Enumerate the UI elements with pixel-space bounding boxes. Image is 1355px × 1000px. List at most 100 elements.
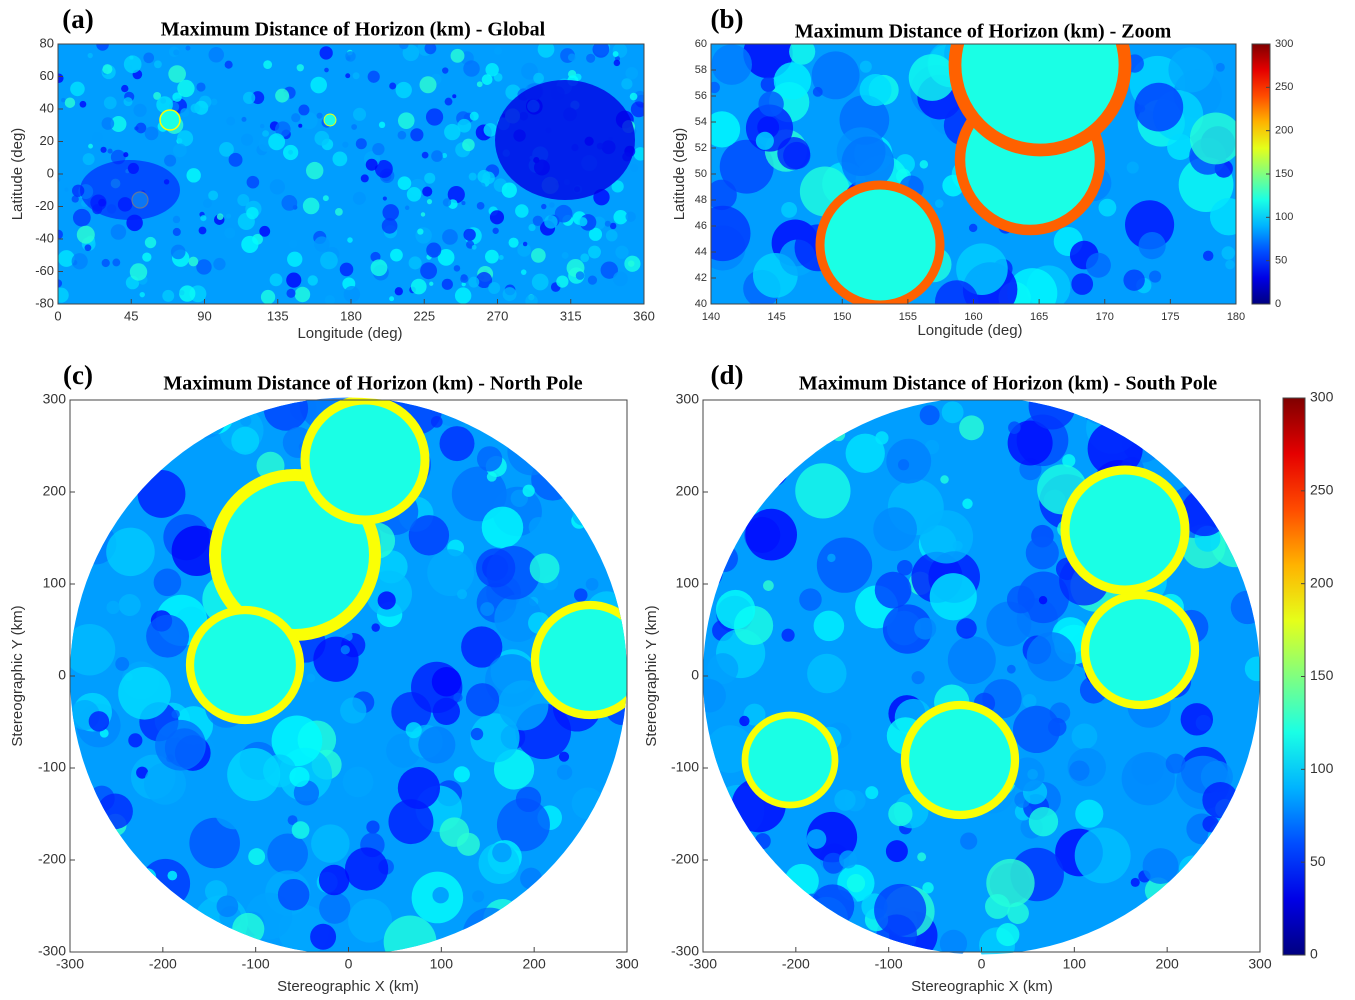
crater [289,767,309,787]
crater [1194,929,1224,959]
colorbar-tick-label: 150 [1310,667,1334,683]
x-tick-label: -100 [242,956,270,972]
crater [1210,198,1247,235]
crater [700,442,734,476]
crater [874,884,926,936]
crater [948,636,996,684]
crater [1072,724,1098,750]
crater [173,228,181,236]
crater [710,545,738,573]
y-tick-label: 46 [695,220,707,232]
crater [65,414,104,453]
y-tick-label: -200 [38,851,66,867]
crater [231,427,259,455]
crater [72,253,88,269]
crater [297,64,304,71]
crater [189,257,199,267]
crater [424,173,435,184]
crater [432,887,448,903]
crater [88,144,93,149]
y-tick-label: 58 [695,64,707,76]
crater [196,259,211,274]
crater [572,907,595,930]
x-tick-label: 200 [1155,956,1179,972]
y-tick-label: -200 [671,851,699,867]
crater [549,202,555,208]
crater [1007,902,1029,924]
crater [371,623,379,631]
crater [457,119,471,133]
crater [807,829,827,849]
crater [89,711,109,731]
crater [340,697,366,723]
x-tick-label: 360 [633,308,655,323]
crater [1231,590,1265,624]
y-axis-label: Latitude (deg) [671,128,688,221]
crater [186,168,200,182]
crater [897,560,913,576]
colorbar-tick-label: 300 [1275,38,1293,50]
crater [466,683,499,716]
crater [319,865,349,895]
crater [345,73,350,78]
crater [573,943,582,952]
crater [610,223,616,229]
crater [314,236,329,251]
crater [77,226,95,244]
crater [507,427,555,475]
crater [145,237,156,248]
crater [203,199,212,208]
crater [286,273,301,288]
y-tick-label: -300 [38,943,66,959]
crater [920,405,940,425]
crater [588,495,623,530]
crater [383,196,387,200]
crater [351,124,357,130]
y-axis-label: Latitude (deg) [9,128,26,221]
crater [827,554,835,562]
crater [1185,898,1209,922]
crater [422,152,429,159]
crater [224,227,235,238]
crater [1207,861,1251,905]
crater [572,787,604,819]
crater [920,160,928,168]
crater [366,159,378,171]
crater [310,77,327,94]
crater [395,287,403,295]
crater [545,406,583,444]
crater [54,73,64,83]
crater [1027,632,1076,681]
crater [461,201,465,205]
crater [68,405,100,437]
crater [209,47,224,62]
crater [601,795,645,839]
y-tick-label: 44 [695,246,707,258]
crater [472,245,477,250]
crater [248,848,265,865]
crater [341,645,350,654]
crater [476,548,515,587]
crater [138,470,186,518]
crater [140,292,145,297]
crater [502,183,517,198]
crater [263,60,272,69]
x-tick-label: -200 [149,956,177,972]
crater [130,263,147,280]
crater [469,173,477,181]
crater [1221,246,1234,259]
crater [123,152,128,157]
crater [516,787,541,812]
crater [79,821,115,857]
crater [51,885,107,941]
crater [781,202,797,218]
crater [100,147,106,153]
crater [917,852,926,861]
crater [431,150,443,162]
crater [1136,909,1151,924]
crater [832,428,845,441]
crater [484,123,498,137]
crater [415,227,431,243]
crater [452,94,456,98]
x-tick-label: 180 [340,308,362,323]
